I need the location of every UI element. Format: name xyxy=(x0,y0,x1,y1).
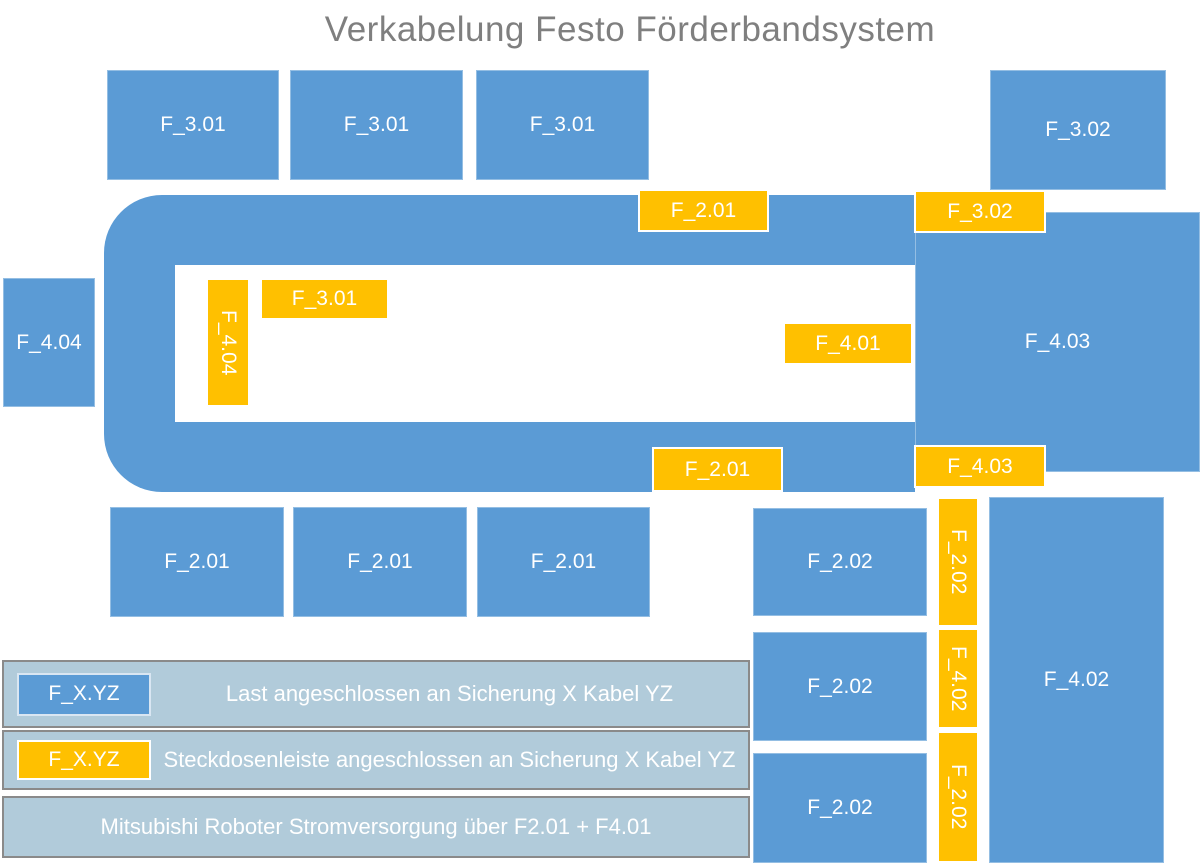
strip-box-f2-02-b: F_2.02 xyxy=(937,731,979,863)
load-box-f3-02: F_3.02 xyxy=(990,70,1166,190)
legend-swatch-strip: F_X.YZ xyxy=(17,740,151,780)
load-box-f3-01-b: F_3.01 xyxy=(290,70,463,180)
strip-box-f2-02-a: F_2.02 xyxy=(937,497,979,627)
strip-box-f2-01-bottom: F_2.01 xyxy=(652,447,783,492)
load-box-f4-04: F_4.04 xyxy=(3,278,95,407)
load-box-f2-02-c: F_2.02 xyxy=(753,753,927,863)
load-box-f2-01-b: F_2.01 xyxy=(293,507,467,617)
load-box-f2-01-a: F_2.01 xyxy=(110,507,284,617)
load-box-f2-01-c: F_2.01 xyxy=(477,507,650,617)
strip-box-f4-04: F_4.04 xyxy=(206,278,250,407)
legend-row-strip: F_X.YZ Steckdosenleiste angeschlossen an… xyxy=(2,730,750,790)
strip-box-f4-01: F_4.01 xyxy=(783,322,913,365)
legend-text-strip: Steckdosenleiste angeschlossen an Sicher… xyxy=(163,747,736,772)
load-box-f2-02-a: F_2.02 xyxy=(753,508,927,616)
load-box-f4-03: F_4.03 xyxy=(915,212,1200,472)
strip-box-f3-02: F_3.02 xyxy=(914,190,1046,233)
strip-box-f2-01-top: F_2.01 xyxy=(638,189,769,232)
load-box-f2-02-b: F_2.02 xyxy=(753,632,927,741)
legend-text-load: Last angeschlossen an Sicherung X Kabel … xyxy=(225,681,674,706)
legend-row-robot: Mitsubishi Roboter Stromversorgung über … xyxy=(2,796,750,858)
legend-row-load: F_X.YZ Last angeschlossen an Sicherung X… xyxy=(2,660,750,728)
load-box-f3-01-a: F_3.01 xyxy=(107,70,279,180)
strip-box-f4-03: F_4.03 xyxy=(914,445,1046,488)
load-box-f3-01-c: F_3.01 xyxy=(476,70,649,180)
strip-box-f4-02: F_4.02 xyxy=(937,628,979,729)
strip-box-f3-01: F_3.01 xyxy=(260,278,389,320)
legend-text-robot: Mitsubishi Roboter Stromversorgung über … xyxy=(100,814,652,839)
legend-swatch-load: F_X.YZ xyxy=(17,672,151,716)
load-box-f4-02: F_4.02 xyxy=(989,497,1164,863)
page-title: Verkabelung Festo Förderbandsystem xyxy=(324,10,936,49)
